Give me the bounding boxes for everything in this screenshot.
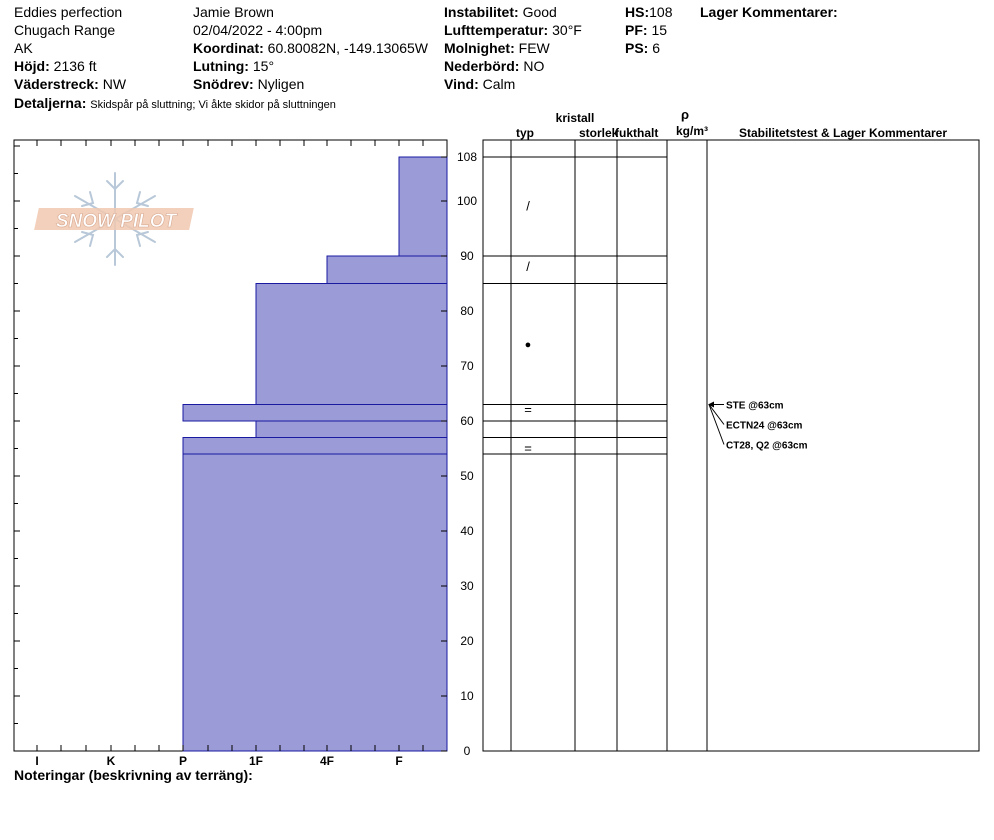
test-pointer [708,404,725,425]
test-arrowhead [708,401,714,408]
hardness-layer [182,453,448,752]
layer-boundary-lines [483,156,667,455]
top-ticks [36,140,424,751]
height-tick-label: 100 [457,194,477,208]
hardness-layer [182,437,448,455]
stability-test-label: ECTN24 @63cm [726,421,803,432]
height-tick-label: 30 [460,579,474,593]
hardness-tick-label: 1F [249,754,263,768]
height-tick-label: 70 [460,359,474,373]
aspect: Väderstreck: NW [14,76,127,92]
layer-comments-label: Lager Kommentarer: [700,4,838,20]
pf: PF: 15 [625,22,668,38]
hardness-layer [255,283,448,405]
grain-symbol: / [526,259,530,274]
state: AK [14,40,33,56]
notes-label: Noteringar (beskrivning av terräng): [14,767,253,783]
left-height-ticks [14,145,20,752]
sky-cover: Molnighet: FEW [444,40,550,56]
column-rho: ρ [681,107,689,122]
hs: HS:108 [625,4,673,20]
column-stability-comments: Stabilitetstest & Lager Kommentarer [739,126,947,140]
hardness-layer [255,420,448,438]
wind: Vind: Calm [444,76,516,92]
stability: Instabilitet: Good [444,4,557,20]
grain-symbol: = [524,402,532,417]
height-tick-label: 80 [460,304,474,318]
coordinates: Koordinat: 60.80082N, -149.13065W [193,40,428,56]
column-moisture: fukthalt [615,126,658,140]
grain-symbol: = [524,441,532,456]
height-tick-label: 20 [460,634,474,648]
hardness-tick-label: I [35,754,38,768]
grain-symbols: / / ● = = [524,199,532,456]
height-tick-label: 60 [460,414,474,428]
height-tick-label: 108 [457,150,477,164]
stability-test-label: CT28, Q2 @63cm [726,441,808,452]
datetime: 02/04/2022 - 4:00pm [193,22,323,38]
slope: Lutning: 15° [193,58,275,74]
range: Chugach Range [14,22,116,38]
height-tick-label: 0 [464,744,471,758]
ps: PS: 6 [625,40,661,56]
snowdrift: Snödrev: Nyligen [193,76,305,92]
precipitation: Nederbörd: NO [444,58,545,74]
air-temperature: Lufttemperatur: 30°F [444,22,582,38]
column-type: typ [516,126,534,140]
hardness-tick-label: P [179,754,187,768]
column-density-unit: kg/m³ [676,124,708,138]
hardness-layer [398,156,448,257]
column-crystal: kristall [556,111,595,125]
stability-tests: STE @63cm ECTN24 @63cm CT28, Q2 @63cm [708,401,808,452]
height-tick-label: 90 [460,249,474,263]
hardness-tick-label: F [395,754,402,768]
height-tick-label: 50 [460,469,474,483]
height-tick-label: 10 [460,689,474,703]
hardness-layer [182,404,448,422]
logo-text: SNOW PILOT [56,211,178,232]
hardness-tick-label: K [107,754,116,768]
elevation: Höjd: 2136 ft [14,58,97,74]
hardness-tick-label: 4F [320,754,334,768]
height-tick-label: 40 [460,524,474,538]
test-pointer [708,404,725,445]
observer: Jamie Brown [193,4,274,20]
location: Eddies perfection [14,4,123,20]
snowpilot-logo: SNOW PILOT [34,172,194,266]
column-size: storlek [579,126,619,140]
hardness-layers [182,156,448,752]
hardness-axis: I K P 1F 4F F [35,754,402,768]
layer-table-frame [482,139,980,752]
grain-symbol: / [526,199,530,214]
hardness-layer [326,255,448,284]
details: Detaljerna: Skidspår på sluttning; Vi åk… [14,95,336,111]
grain-symbol: ● [525,339,532,351]
stability-test-label: STE @63cm [726,401,784,412]
height-axis: 0 10 20 30 40 50 60 70 80 90 100 108 [441,150,477,758]
